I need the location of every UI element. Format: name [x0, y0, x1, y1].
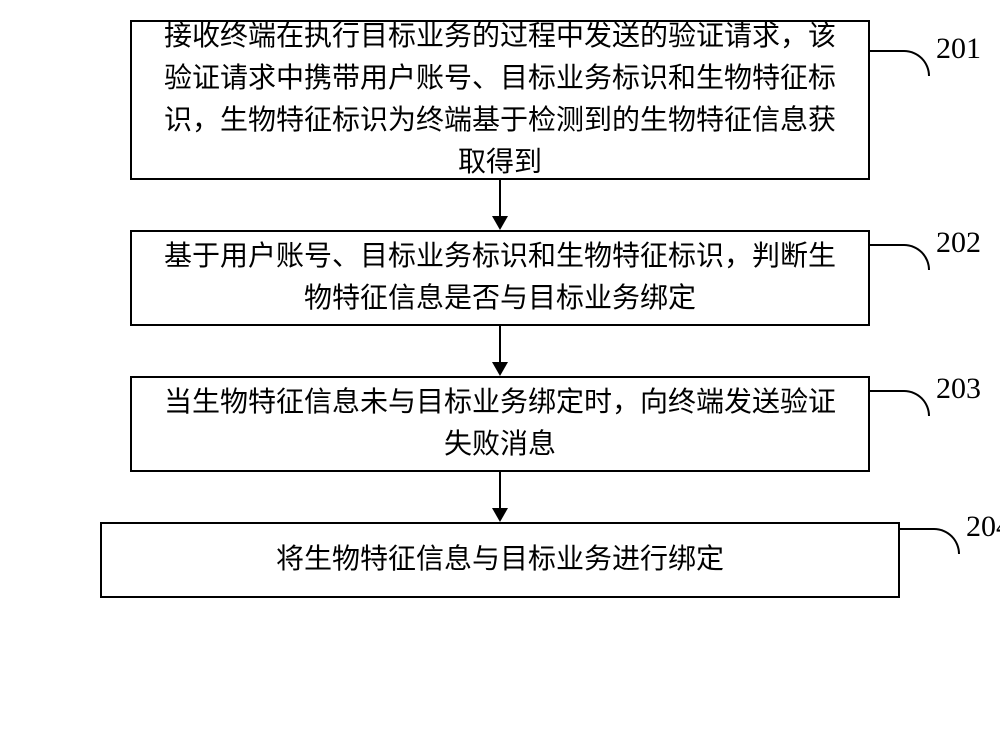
flow-node-wrap: 基于用户账号、目标业务标识和生物特征标识，判断生物特征信息是否与目标业务绑定20…	[100, 230, 900, 326]
leader-curve	[870, 244, 930, 270]
leader-curve	[900, 528, 960, 554]
flow-node: 基于用户账号、目标业务标识和生物特征标识，判断生物特征信息是否与目标业务绑定	[130, 230, 870, 326]
flow-node: 当生物特征信息未与目标业务绑定时，向终端发送验证失败消息	[130, 376, 870, 472]
edge-line	[499, 472, 501, 508]
node-label: 202	[936, 226, 981, 260]
leader-curve	[870, 50, 930, 76]
flowchart-container: 接收终端在执行目标业务的过程中发送的验证请求，该验证请求中携带用户账号、目标业务…	[60, 20, 940, 598]
node-label: 203	[936, 372, 981, 406]
flow-edge	[100, 472, 900, 522]
flow-edge	[100, 326, 900, 376]
flow-node-wrap: 将生物特征信息与目标业务进行绑定204	[100, 522, 900, 598]
node-label: 204	[966, 510, 1000, 544]
node-label: 201	[936, 32, 981, 66]
leader-curve	[870, 390, 930, 416]
arrowhead-icon	[492, 216, 508, 230]
arrowhead-icon	[492, 362, 508, 376]
flow-node-wrap: 当生物特征信息未与目标业务绑定时，向终端发送验证失败消息203	[100, 376, 900, 472]
flow-node-wrap: 接收终端在执行目标业务的过程中发送的验证请求，该验证请求中携带用户账号、目标业务…	[100, 20, 900, 180]
flow-node: 将生物特征信息与目标业务进行绑定	[100, 522, 900, 598]
flow-edge	[100, 180, 900, 230]
arrowhead-icon	[492, 508, 508, 522]
flow-node: 接收终端在执行目标业务的过程中发送的验证请求，该验证请求中携带用户账号、目标业务…	[130, 20, 870, 180]
edge-line	[499, 180, 501, 216]
edge-line	[499, 326, 501, 362]
